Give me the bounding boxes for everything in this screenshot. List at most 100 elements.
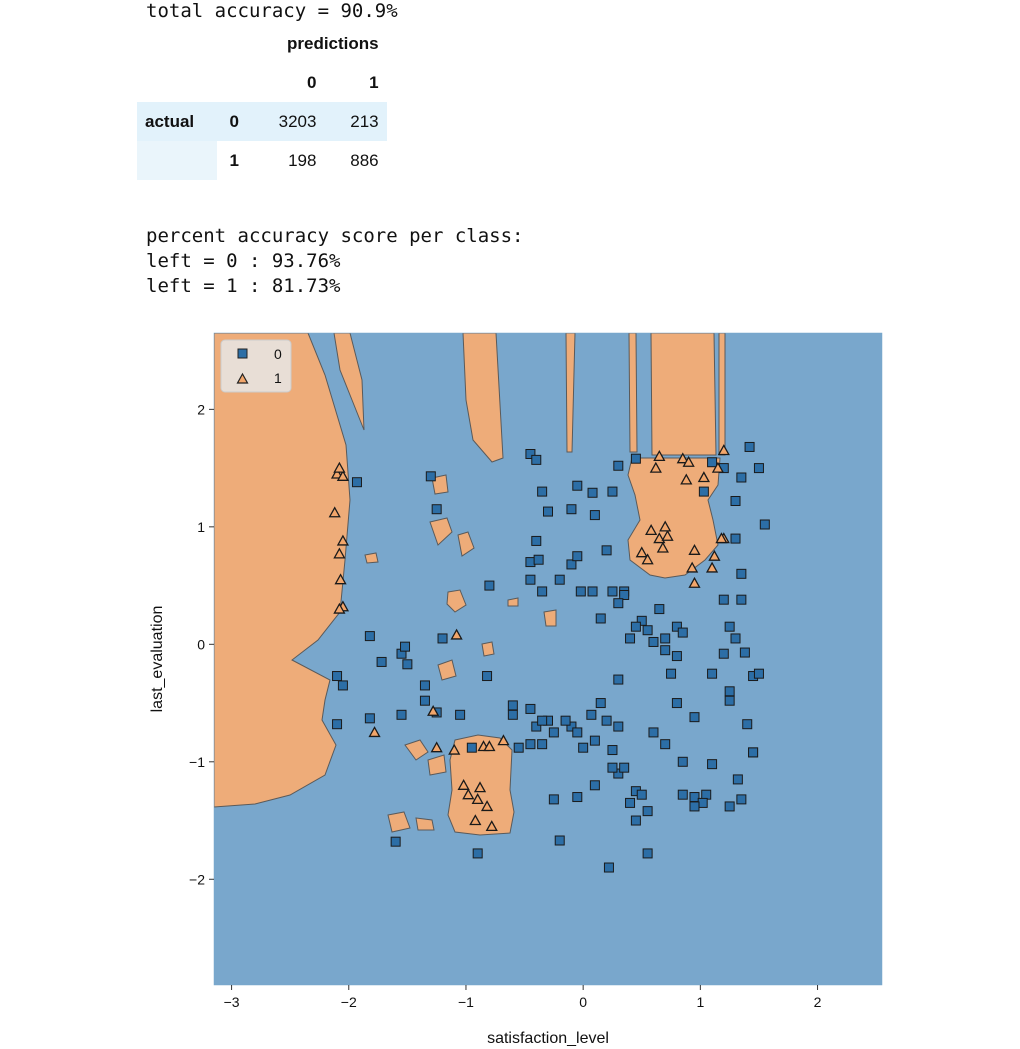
point-class-0-45 bbox=[730, 495, 741, 506]
region-1-blob-f bbox=[481, 641, 495, 657]
point-class-1-42 bbox=[715, 532, 728, 544]
point-class-1-10 bbox=[427, 704, 440, 716]
point-class-0-12 bbox=[537, 586, 548, 597]
point-class-0-115 bbox=[396, 709, 407, 720]
legend-marker-triangle bbox=[236, 372, 249, 384]
plot-frame bbox=[213, 332, 883, 986]
point-class-0-91 bbox=[603, 862, 614, 873]
region-1-blob-b bbox=[429, 517, 453, 546]
point-class-0-96 bbox=[660, 739, 671, 750]
x-tick-label: −3 bbox=[224, 994, 240, 1010]
point-class-0-49 bbox=[736, 594, 747, 605]
point-class-1-31 bbox=[661, 529, 674, 541]
point-class-0-71 bbox=[548, 727, 559, 738]
point-class-0-120 bbox=[482, 671, 493, 682]
point-class-0-127 bbox=[472, 848, 483, 859]
region-1-blob-l bbox=[364, 552, 379, 564]
point-class-0-43 bbox=[753, 463, 764, 474]
point-class-0-118 bbox=[419, 680, 430, 691]
region-1-blob-h bbox=[404, 739, 429, 761]
y-axis-ticks: −2 −1 0 1 2 bbox=[189, 401, 214, 887]
point-class-1-16 bbox=[457, 778, 470, 790]
cm-cell-0-0: 3203 bbox=[247, 102, 325, 141]
point-class-0-52 bbox=[744, 441, 755, 452]
point-class-0-13 bbox=[554, 574, 565, 585]
confusion-matrix-table: predictions 0 1 actual 0 3203 213 1 198 … bbox=[137, 24, 387, 180]
point-class-1-28 bbox=[717, 444, 730, 456]
point-class-0-86 bbox=[642, 806, 653, 817]
point-class-0-83 bbox=[636, 789, 647, 800]
point-class-0-87 bbox=[607, 762, 618, 773]
region-1-blob-g bbox=[437, 659, 457, 681]
region-1-strip-e bbox=[650, 333, 717, 456]
point-class-1-12 bbox=[448, 743, 461, 755]
x-tick-label: 1 bbox=[696, 994, 704, 1010]
actual-label-1: 1 bbox=[229, 150, 239, 170]
point-class-0-6 bbox=[537, 486, 548, 497]
region-1-blob-c bbox=[457, 531, 475, 557]
point-class-1-41 bbox=[688, 576, 701, 588]
point-class-0-16 bbox=[587, 487, 598, 498]
point-class-0-47 bbox=[736, 568, 747, 579]
point-class-1-35 bbox=[645, 524, 658, 536]
point-class-1-14 bbox=[483, 740, 496, 752]
point-class-0-94 bbox=[666, 668, 677, 679]
point-class-0-73 bbox=[525, 739, 536, 750]
point-class-1-4 bbox=[336, 534, 350, 546]
point-class-1-22 bbox=[471, 793, 484, 805]
point-class-0-95 bbox=[689, 712, 700, 723]
region-1-blob-a bbox=[431, 474, 449, 495]
point-class-1-5 bbox=[333, 547, 346, 559]
point-class-0-4 bbox=[525, 449, 536, 460]
cm-cell-0-1: 213 bbox=[324, 102, 387, 141]
point-class-0-63 bbox=[586, 709, 597, 720]
point-class-0-23 bbox=[589, 510, 600, 521]
point-class-0-130 bbox=[648, 727, 659, 738]
point-class-0-102 bbox=[736, 794, 747, 805]
point-class-0-35 bbox=[677, 627, 688, 638]
point-class-0-58 bbox=[724, 686, 735, 697]
y-tick-label: −2 bbox=[189, 871, 205, 887]
point-class-1-3 bbox=[328, 506, 341, 518]
point-class-0-31 bbox=[648, 636, 659, 647]
x-axis-label: satisfaction_level bbox=[487, 1030, 609, 1047]
point-class-0-27 bbox=[630, 453, 641, 464]
point-class-1-27 bbox=[682, 455, 695, 467]
region-1-strip-a bbox=[333, 333, 365, 431]
point-class-0-126 bbox=[537, 739, 548, 750]
region-1-blob-j bbox=[387, 811, 411, 833]
point-class-0-65 bbox=[613, 721, 624, 732]
point-class-0-101 bbox=[707, 759, 718, 770]
point-class-0-44 bbox=[759, 519, 770, 530]
point-class-0-30 bbox=[636, 615, 647, 626]
point-class-0-121 bbox=[507, 700, 518, 711]
point-class-0-57 bbox=[718, 648, 729, 659]
point-class-0-2 bbox=[431, 504, 442, 515]
point-class-0-34 bbox=[671, 621, 682, 632]
point-class-1-18 bbox=[473, 781, 487, 793]
point-class-0-109 bbox=[748, 747, 759, 758]
point-class-0-50 bbox=[724, 621, 735, 632]
point-class-0-68 bbox=[578, 742, 589, 753]
point-class-1-24 bbox=[653, 450, 666, 462]
point-class-0-76 bbox=[525, 703, 536, 714]
point-class-1-39 bbox=[708, 549, 721, 561]
point-class-0-26 bbox=[613, 460, 624, 471]
point-class-1-25 bbox=[649, 461, 662, 473]
point-class-0-25 bbox=[607, 486, 618, 497]
point-class-0-55 bbox=[753, 668, 764, 679]
actual-label-0: 0 bbox=[217, 102, 247, 141]
point-class-0-125 bbox=[390, 836, 401, 847]
point-class-0-131 bbox=[671, 651, 682, 662]
region-1-left bbox=[214, 333, 351, 808]
cm-cell-1-0: 198 bbox=[288, 150, 317, 170]
point-class-0-9 bbox=[525, 557, 536, 568]
region-1-blob-i bbox=[427, 754, 447, 776]
point-class-1-34 bbox=[641, 553, 654, 565]
y-tick-label: 0 bbox=[197, 636, 205, 652]
point-class-0-132 bbox=[337, 680, 348, 691]
plot-area bbox=[214, 333, 882, 985]
point-class-0-48 bbox=[718, 594, 729, 605]
point-class-0-97 bbox=[677, 756, 688, 767]
point-class-0-46 bbox=[730, 533, 741, 544]
